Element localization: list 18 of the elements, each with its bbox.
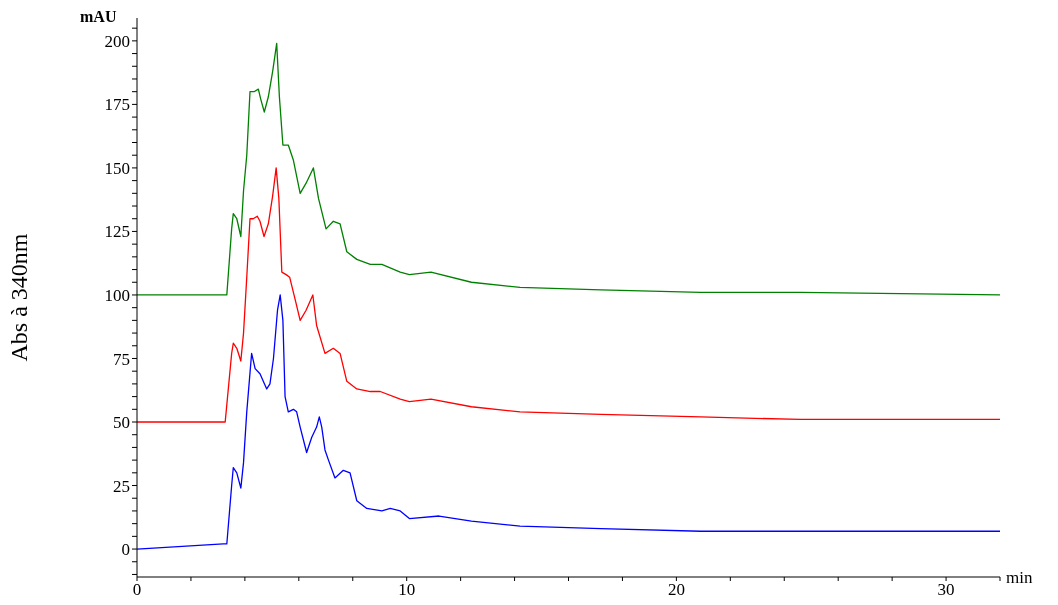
x-tick-label: 20 xyxy=(667,580,685,600)
text: mAU xyxy=(80,8,117,26)
x-tick-label: 10 xyxy=(398,580,416,600)
y-tick-label: 200 xyxy=(104,31,130,51)
y-tick-label: 125 xyxy=(104,222,130,242)
x-axis-title: min xyxy=(1006,568,1033,588)
y-tick-label: 50 xyxy=(113,413,130,433)
y-tick-label: 25 xyxy=(113,476,130,496)
y-axis-title: Abs à 340nm xyxy=(5,233,32,362)
y-tick-label: 0 xyxy=(121,540,130,560)
x-tick-label: 30 xyxy=(937,580,955,600)
y-tick-label: 100 xyxy=(104,285,130,305)
y-tick-label: 75 xyxy=(113,349,130,369)
line-series xyxy=(137,294,1000,550)
line-series xyxy=(137,42,1000,296)
y-tick-label: 150 xyxy=(104,158,130,178)
y-tick-label: 175 xyxy=(104,95,130,115)
line-series xyxy=(137,167,1000,423)
